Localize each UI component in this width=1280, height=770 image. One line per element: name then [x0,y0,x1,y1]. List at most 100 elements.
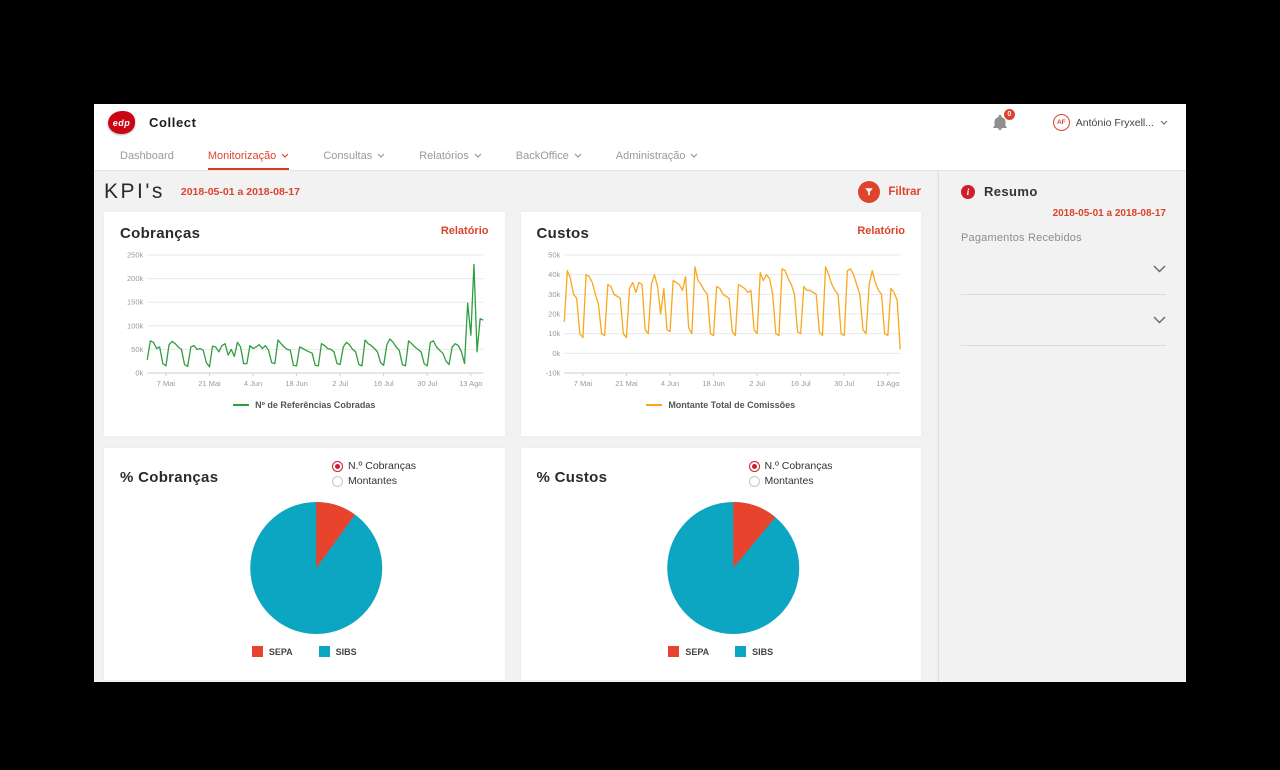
user-name: António Fryxell... [1075,116,1154,129]
cards-grid: Cobranças Relatório 0k 50k 100k 150k 200k 250… [104,212,921,680]
nav-monitorizacao[interactable]: Monitorização [207,141,290,170]
radio-label: N.º Cobranças [348,460,417,472]
radio-selected-icon [332,460,343,472]
radio-unselected-icon [332,475,343,487]
legend-label: Nº de Referências Cobradas [255,400,376,410]
svg-text:30k: 30k [548,290,560,299]
svg-text:100k: 100k [127,321,144,330]
nav-label: Consultas [323,149,373,162]
svg-text:4 Jun: 4 Jun [660,379,678,388]
chevron-down-icon [377,153,385,158]
svg-text:18 Jun: 18 Jun [285,379,308,388]
chevron-down-icon [574,153,582,158]
nav-dashboard[interactable]: Dashboard [120,141,174,170]
top-bar: edp Collect 0 AF António Fryxell... [94,104,1186,141]
legend-label: SIBS [335,646,357,657]
radio-n-cobrancas[interactable]: N.º Cobranças [748,460,833,472]
nav-administracao[interactable]: Administração [616,141,699,170]
resumo-header: i Resumo [961,184,1166,199]
svg-text:30 Jul: 30 Jul [834,379,854,388]
radio-montantes[interactable]: Montantes [748,475,833,487]
card-custos: Custos Relatório -10k 0k 10k 20k 30k 40k 50k 7 … [520,212,921,436]
legend-label: SEPA [685,646,710,657]
legend-label: SIBS [752,646,774,657]
radio-n-cobrancas[interactable]: N.º Cobranças [332,460,416,472]
resumo-section-2[interactable] [961,295,1166,346]
legend-sepa: SEPA [251,646,293,657]
chevron-down-icon [474,153,482,158]
svg-text:13 Ago: 13 Ago [459,379,482,388]
resumo-subtitle: Pagamentos Recebidos [961,232,1082,244]
card-title: % Custos [536,469,608,486]
pie-mode-radios: N.º Cobranças Montantes [332,460,416,487]
svg-text:50k: 50k [131,345,143,354]
topbar-right: 0 AF António Fryxell... [991,108,1168,132]
svg-text:0k: 0k [135,369,143,378]
svg-text:40k: 40k [548,270,560,279]
info-icon: i [961,184,975,199]
nav-backoffice[interactable]: BackOffice [516,141,582,170]
svg-text:16 Jul: 16 Jul [374,379,394,388]
svg-text:21 Mai: 21 Mai [198,379,221,388]
legend-sibs: SIBS [318,646,357,657]
filter-button[interactable]: Filtrar [858,180,921,203]
svg-text:200k: 200k [127,274,144,283]
nav-label: Dashboard [120,149,174,162]
card-pct-custos: % Custos N.º Cobranças Montantes [520,448,921,680]
nav-label: Administração [615,149,686,162]
custos-line-chart: -10k 0k 10k 20k 30k 40k 50k 7 Mai 21 Mai 4 Jun 18 … [545,251,901,388]
bell-icon [992,114,1007,130]
chevron-down-icon [1153,265,1166,273]
radio-label: Montantes [348,475,398,487]
svg-text:2 Jul: 2 Jul [749,379,765,388]
svg-text:21 Mai: 21 Mai [615,379,638,388]
chart-legend: Montante Total de Comissões [537,400,906,410]
sepa-swatch [668,646,680,657]
notifications-button[interactable]: 0 [991,108,1015,132]
funnel-icon [858,180,881,203]
page-title: KPI's [104,179,165,203]
legend-dash [233,403,250,407]
svg-text:0k: 0k [552,349,560,358]
card-cobrancas: Cobranças Relatório 0k 50k 100k 150k 200k 250… [104,212,505,436]
svg-text:4 Jun: 4 Jun [244,379,262,388]
pie-legend: SEPA SIBS [120,646,489,657]
card-title: % Cobranças [120,469,219,486]
radio-label: Montantes [764,475,814,487]
app-title: Collect [149,115,197,130]
resumo-title: Resumo [984,184,1038,199]
nav-consultas[interactable]: Consultas [323,141,385,170]
svg-text:10k: 10k [548,329,560,338]
edp-logo[interactable]: edp [108,111,135,134]
svg-text:18 Jun: 18 Jun [702,379,725,388]
legend-sepa: SEPA [668,646,709,657]
radio-unselected-icon [748,475,760,487]
chevron-down-icon [691,153,698,158]
card-title: Cobranças [120,225,201,242]
nav-relatorios[interactable]: Relatórios [419,141,482,170]
user-menu[interactable]: AF António Fryxell... [1052,114,1168,131]
resumo-section-1[interactable] [961,244,1166,295]
legend-label: Montante Total de Comissões [668,400,796,410]
card-pct-cobrancas: % Cobranças N.º Cobranças Montantes [104,448,505,680]
radio-montantes[interactable]: Montantes [332,475,416,487]
radio-label: N.º Cobranças [764,460,833,472]
sepa-swatch [251,646,263,657]
pie-legend: SEPA SIBS [537,646,906,657]
relatorio-link[interactable]: Relatório [857,225,905,237]
main-nav: Dashboard Monitorização Consultas Relató… [94,141,1186,171]
svg-text:30 Jul: 30 Jul [417,379,437,388]
cobrancas-line-chart: 0k 50k 100k 150k 200k 250k 7 Mai 21 Mai 4 Jun 18 … [127,251,484,388]
main-content: KPI's 2018-05-01 a 2018-08-17 Filtrar Co… [94,171,938,682]
svg-text:7 Mai: 7 Mai [157,379,176,388]
chart-legend: Nº de Referências Cobradas [120,400,489,410]
svg-text:16 Jul: 16 Jul [790,379,810,388]
pie-mode-radios: N.º Cobranças Montantes [748,460,833,487]
nav-label: Monitorização [207,149,277,162]
avatar: AF [1052,114,1070,131]
resumo-date-range: 2018-05-01 a 2018-08-17 [1052,208,1166,219]
svg-text:20k: 20k [548,310,560,319]
relatorio-link[interactable]: Relatório [440,225,489,237]
chevron-down-icon [1160,120,1168,125]
legend-dash [646,403,663,407]
